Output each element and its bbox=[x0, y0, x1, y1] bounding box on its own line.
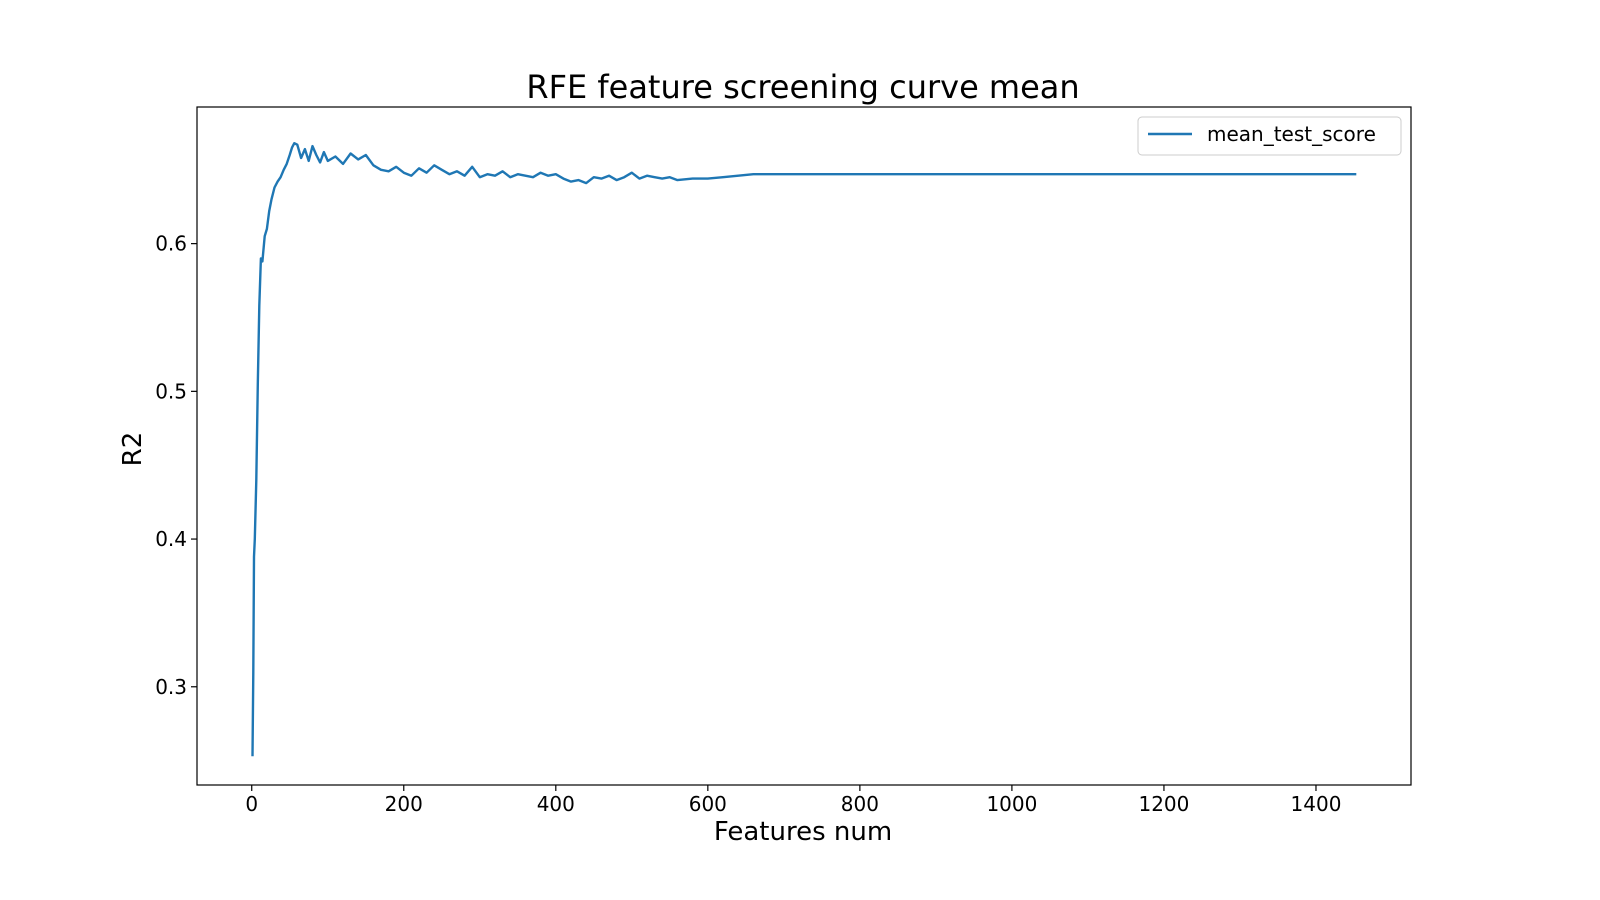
y-tick-label: 0.4 bbox=[155, 527, 187, 551]
legend-box bbox=[1137, 116, 1402, 156]
x-tick-label: 1000 bbox=[986, 792, 1037, 816]
x-axis-label: Features num bbox=[714, 817, 892, 847]
x-axis: 0 200 400 600 800 1000 1200 1400 bbox=[245, 785, 1341, 816]
y-tick-label: 0.3 bbox=[155, 675, 187, 699]
x-tick-label: 0 bbox=[245, 792, 258, 816]
legend-label: mean_test_score bbox=[1207, 122, 1376, 146]
chart-title: RFE feature screening curve mean bbox=[526, 68, 1079, 106]
y-tick-label: 0.5 bbox=[155, 379, 187, 403]
x-tick-label: 1200 bbox=[1138, 792, 1189, 816]
legend: mean_test_score bbox=[1137, 116, 1402, 156]
plot-area bbox=[196, 106, 1412, 786]
x-tick-label: 600 bbox=[689, 792, 727, 816]
x-tick-label: 1400 bbox=[1291, 792, 1342, 816]
y-tick-label: 0.6 bbox=[155, 232, 187, 256]
x-tick-label: 200 bbox=[385, 792, 423, 816]
y-axis: 0.3 0.4 0.5 0.6 bbox=[155, 232, 197, 699]
x-tick-label: 400 bbox=[537, 792, 575, 816]
series-line-mean-test-score bbox=[251, 141, 1357, 757]
y-axis-label: R2 bbox=[118, 432, 148, 467]
x-tick-label: 800 bbox=[841, 792, 879, 816]
